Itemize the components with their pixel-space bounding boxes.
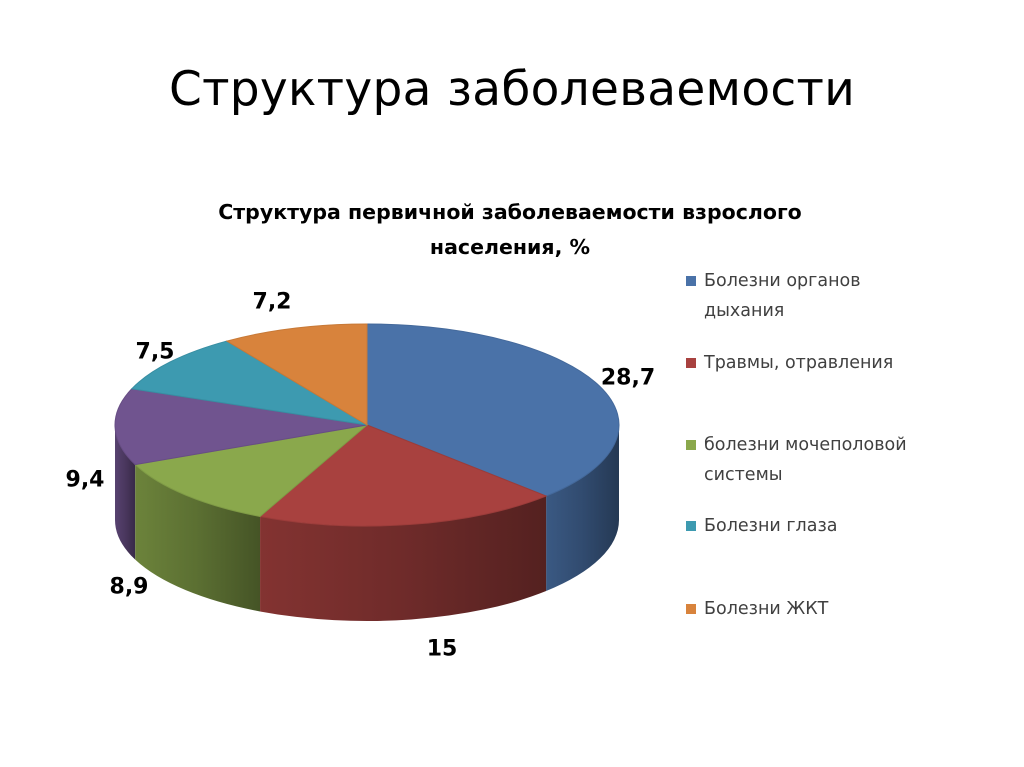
- legend-label-genitourinary-line-1: болезни мочеполовой: [704, 435, 907, 455]
- legend-label-respiratory-line-2: дыхания: [704, 301, 785, 321]
- pie-slice-genitourinary: [134, 424, 369, 517]
- legend-swatch-genitourinary: [686, 440, 696, 450]
- legend-swatch-eye: [686, 521, 696, 531]
- chart-title-line-1: Структура первичной заболеваемости взрос…: [218, 200, 802, 224]
- pie-slice-other: [225, 323, 368, 426]
- pie-slice-gi: [130, 340, 368, 426]
- data-label-0: 28,7: [600, 365, 656, 391]
- legend-label-genitourinary-line-2: системы: [704, 465, 783, 485]
- pie-slice-injuries: [258, 424, 548, 527]
- legend-label-respiratory-line-1: Болезни органов: [704, 271, 861, 291]
- pie-side-eye: [115, 425, 136, 560]
- pie-slice-eye: [114, 388, 368, 466]
- legend-label-eye: Болезни глаза: [704, 516, 838, 536]
- legend-label-gi: Болезни ЖКТ: [704, 599, 829, 619]
- data-label-3: 9,4: [65, 467, 105, 493]
- pie-side-respiratory: [546, 425, 619, 592]
- legend-swatch-gi: [686, 604, 696, 614]
- chart-title: Структура первичной заболеваемости взрос…: [150, 195, 870, 265]
- legend-swatch-respiratory: [686, 276, 696, 286]
- data-label-5: 7,2: [252, 289, 292, 315]
- pie-slice-respiratory: [366, 323, 620, 497]
- data-label-1: 15: [426, 636, 458, 662]
- pie-side-injuries: [260, 496, 547, 621]
- chart-title-line-2: населения, %: [429, 235, 591, 259]
- legend-label-injuries: Травмы, отравления: [704, 353, 894, 373]
- pie-side-genitourinary: [135, 464, 261, 612]
- slide-title: Структура заболеваемости: [168, 62, 856, 117]
- data-label-4: 7,5: [135, 339, 175, 365]
- legend-swatch-injuries: [686, 358, 696, 368]
- data-label-2: 8,9: [109, 574, 149, 600]
